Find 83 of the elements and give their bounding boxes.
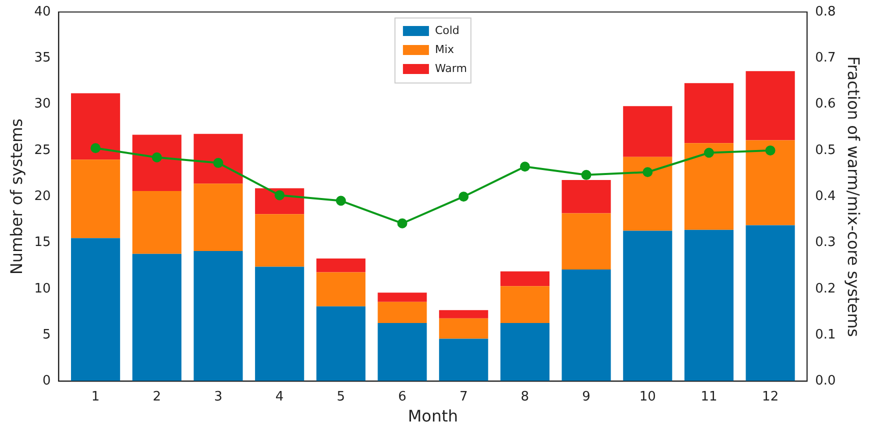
y-tick-label: 5 <box>42 327 51 342</box>
y2-tick-label: 0.6 <box>815 96 836 112</box>
point <box>213 158 224 168</box>
bar <box>71 93 120 160</box>
y2-tick-label: 0.1 <box>815 327 836 342</box>
bar <box>439 318 488 339</box>
point <box>336 196 346 206</box>
bar <box>623 156 672 231</box>
bar <box>71 160 120 238</box>
bar <box>378 302 427 324</box>
bar <box>132 134 182 192</box>
bar <box>439 338 488 382</box>
y-tick-label: 35 <box>34 50 51 66</box>
bar <box>623 106 672 157</box>
y2-axis-title: Fraction of warm/mix-core systems <box>844 56 864 338</box>
bar <box>194 134 243 184</box>
bar <box>194 251 243 382</box>
legend-label: Cold <box>434 24 460 37</box>
bar <box>316 272 366 306</box>
bar <box>194 184 243 252</box>
bar <box>684 83 734 144</box>
bar <box>684 143 734 230</box>
y2-tick-label: 0.2 <box>815 281 836 296</box>
bar <box>500 323 550 382</box>
x-tick-label: 2 <box>152 389 162 404</box>
x-tick-label: 1 <box>91 389 100 404</box>
x-tick-label: 3 <box>214 389 222 404</box>
y-tick-label: 30 <box>34 96 51 112</box>
bar <box>500 286 550 324</box>
point <box>704 148 714 158</box>
y2-tick-label: 0.3 <box>815 235 836 250</box>
bar <box>255 266 304 382</box>
point <box>642 167 653 178</box>
x-tick-label: 8 <box>520 389 530 404</box>
point <box>581 170 592 180</box>
y-tick-label: 0 <box>42 374 51 389</box>
y2-tick-label: 0.7 <box>815 50 836 66</box>
x-tick-label: 4 <box>275 389 284 404</box>
y2-tick-label: 0.4 <box>815 188 836 204</box>
x-tick-label: 11 <box>700 389 718 404</box>
bar <box>746 71 795 140</box>
bar <box>378 323 427 382</box>
x-tick-label: 12 <box>762 389 779 404</box>
x-tick-label: 6 <box>398 389 406 404</box>
point <box>90 143 101 154</box>
bar <box>562 270 611 382</box>
y-tick-label: 10 <box>34 281 51 296</box>
y2-tick-label: 0.5 <box>815 142 836 158</box>
bar <box>684 230 734 382</box>
point <box>152 152 162 162</box>
y-tick-label: 15 <box>34 235 51 250</box>
legend-label: Warm <box>434 62 467 75</box>
x-tick-label: 5 <box>336 389 346 404</box>
bar <box>132 191 182 254</box>
bar <box>746 225 795 382</box>
bar <box>132 254 182 382</box>
y2-tick-label: 0.8 <box>815 4 836 20</box>
x-axis-title: Month <box>408 406 458 426</box>
bar <box>378 292 427 302</box>
bar <box>623 230 672 382</box>
bar <box>562 213 611 270</box>
point <box>765 145 776 156</box>
y2-tick-label: 0.0 <box>815 374 836 389</box>
point <box>397 218 408 228</box>
bar <box>439 310 488 318</box>
y-tick-label: 40 <box>34 4 51 20</box>
y-tick-label: 25 <box>34 142 51 158</box>
bar <box>255 214 304 267</box>
bar <box>746 140 795 226</box>
y-axis-title: Number of systems <box>6 118 26 275</box>
x-tick-label: 7 <box>459 389 468 404</box>
bar <box>71 238 120 382</box>
point <box>274 190 285 200</box>
point <box>458 192 469 202</box>
bar <box>562 180 611 214</box>
legend-label: Mix <box>434 42 454 56</box>
x-tick-label: 9 <box>582 389 590 404</box>
x-tick-label: 10 <box>639 389 656 404</box>
bar <box>316 258 366 272</box>
y-tick-label: 20 <box>34 188 51 204</box>
point <box>520 162 530 172</box>
bar <box>316 306 366 382</box>
bar <box>500 271 550 286</box>
